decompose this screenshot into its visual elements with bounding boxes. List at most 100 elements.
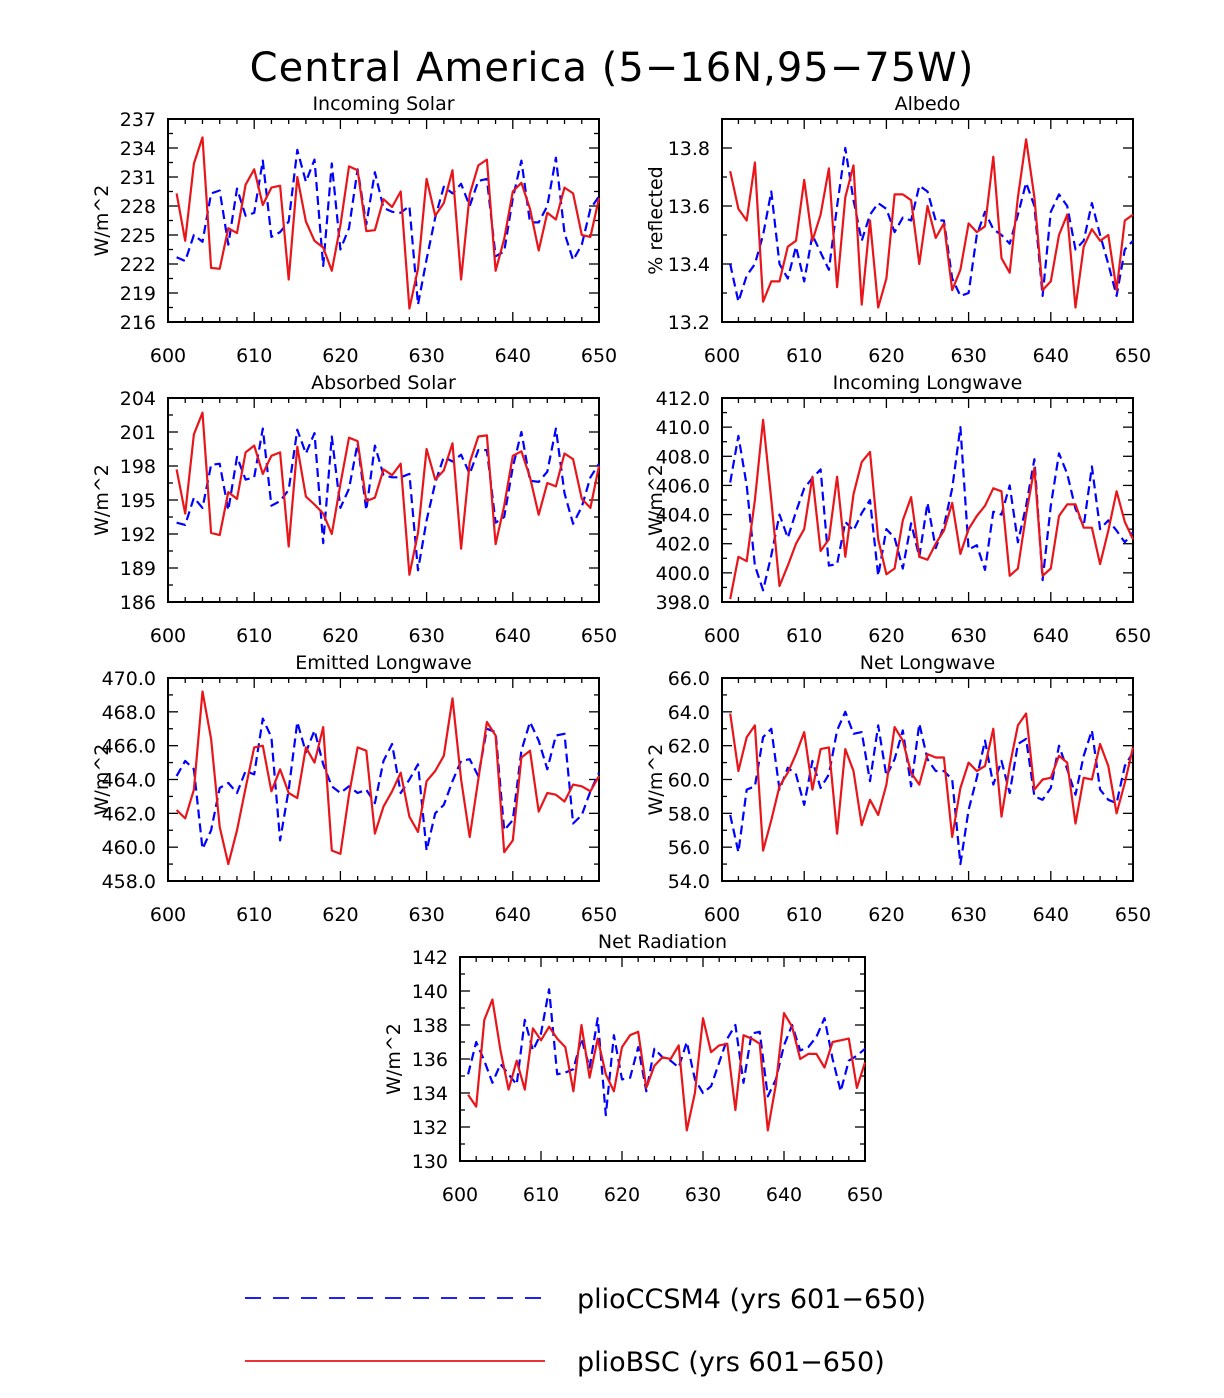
plot-frame [721,118,1134,323]
panel-absorbed-solar: Absorbed Solar 600 610 620 630 640 650 186 189 19… [91,372,617,647]
y-tick-label: 462.0 [102,803,156,825]
x-tick-label: 600 [704,904,740,926]
series-line-plioccsm4 [729,146,1134,303]
y-tick-label: 13.8 [668,138,710,160]
x-tick-label: 610 [523,1184,559,1206]
y-tick-label: 201 [120,422,156,444]
series-line-pliobsc [175,690,600,866]
y-axis-label: W/m^2 [91,185,113,257]
y-tick-label: 231 [120,167,156,189]
x-tick-label: 630 [685,1184,721,1206]
y-axis-label: W/m^2 [645,464,667,536]
x-tick-label: 610 [236,904,272,926]
y-tick-label: 130 [412,1151,448,1173]
series-line-plioccsm4 [176,148,600,306]
y-tick-label: 410.0 [656,417,710,439]
panel-title: Incoming Longwave [833,372,1023,394]
plot-frame [459,956,866,1162]
y-tick-label: 237 [120,109,156,131]
x-tick-label: 640 [1033,904,1069,926]
series-line-plioccsm4 [729,426,1134,592]
figure-title: Central America (5−16N,95−75W) [249,44,975,91]
y-tick-label: 466.0 [102,736,156,758]
series-line-pliobsc [467,998,867,1132]
series-line-plioccsm4 [729,710,1134,866]
x-tick-label: 630 [950,904,986,926]
y-tick-label: 234 [120,138,156,160]
x-tick-label: 650 [1115,904,1151,926]
panel-title: Albedo [895,93,961,115]
x-tick-label: 650 [581,904,617,926]
x-tick-label: 640 [495,625,531,647]
x-tick-label: 620 [322,345,358,367]
series-line-pliobsc [729,418,1134,600]
y-tick-label: 189 [120,558,156,580]
panel-title: Absorbed Solar [311,372,456,394]
series-line-pliobsc [729,712,1135,852]
series-line-pliobsc [729,138,1134,309]
x-tick-label: 620 [322,625,358,647]
series-line-pliobsc [175,136,601,310]
y-tick-label: 222 [120,254,156,276]
y-tick-label: 142 [412,947,448,969]
y-tick-label: 464.0 [102,770,156,792]
x-tick-label: 630 [408,345,444,367]
y-tick-label: 468.0 [102,702,156,724]
y-tick-label: 216 [120,312,156,334]
x-tick-label: 650 [847,1184,883,1206]
y-tick-label: 400.0 [656,563,710,585]
series-line-plioccsm4 [467,988,866,1117]
x-tick-label: 640 [1033,625,1069,647]
y-tick-label: 60.0 [668,770,710,792]
x-tick-label: 620 [868,345,904,367]
x-tick-label: 620 [322,904,358,926]
panel-net-radiation: Net Radiation 600 610 620 630 640 650 130 132 134… [383,931,883,1206]
y-axis-label: W/m^2 [91,464,113,536]
plot-frame [721,397,1134,603]
panels-layer: Incoming Solar 600 610 620 630 640 650 216 219 22… [91,93,1151,1206]
x-tick-label: 600 [150,625,186,647]
y-axis-label: W/m^2 [91,744,113,816]
y-tick-label: 219 [120,283,156,305]
y-tick-label: 406.0 [656,475,710,497]
x-tick-label: 600 [150,904,186,926]
x-tick-label: 640 [766,1184,802,1206]
x-tick-label: 630 [950,345,986,367]
y-tick-label: 136 [412,1049,448,1071]
y-tick-label: 54.0 [668,871,710,893]
panel-net-longwave: Net Longwave 600 610 620 630 640 650 54.0 56.0 58… [645,652,1151,926]
x-tick-label: 650 [581,345,617,367]
legend-label-pliobsc: plioBSC (yrs 601−650) [577,1347,885,1378]
y-tick-label: 404.0 [656,505,710,527]
y-tick-label: 140 [412,981,448,1003]
x-tick-label: 600 [704,345,740,367]
y-tick-label: 412.0 [656,388,710,410]
y-tick-label: 62.0 [668,736,710,758]
y-tick-label: 228 [120,196,156,218]
y-tick-label: 460.0 [102,837,156,859]
panel-title: Net Radiation [598,931,727,953]
legend-label-plioccsm4: plioCCSM4 (yrs 601−650) [577,1284,926,1315]
y-tick-label: 58.0 [668,803,710,825]
series-line-plioccsm4 [175,717,600,852]
y-tick-label: 195 [120,490,156,512]
x-tick-label: 610 [236,625,272,647]
y-tick-label: 470.0 [102,668,156,690]
x-tick-label: 600 [442,1184,478,1206]
x-tick-label: 600 [150,345,186,367]
y-tick-label: 408.0 [656,446,710,468]
panel-incoming-solar: Incoming Solar 600 610 620 630 640 650 216 219 22… [91,93,617,367]
y-tick-label: 134 [412,1083,448,1105]
panel-incoming-longwave: Incoming Longwave 600 610 620 630 640 650 398.0… [645,372,1151,647]
legend: plioCCSM4 (yrs 601−650) plioBSC (yrs 601… [245,1284,926,1378]
panel-title: Incoming Solar [312,93,454,115]
x-tick-label: 610 [786,345,822,367]
y-tick-label: 192 [120,524,156,546]
y-tick-label: 64.0 [668,702,710,724]
x-tick-label: 640 [495,904,531,926]
x-tick-label: 610 [236,345,272,367]
y-tick-label: 458.0 [102,871,156,893]
x-tick-label: 620 [604,1184,640,1206]
x-tick-label: 650 [1115,345,1151,367]
